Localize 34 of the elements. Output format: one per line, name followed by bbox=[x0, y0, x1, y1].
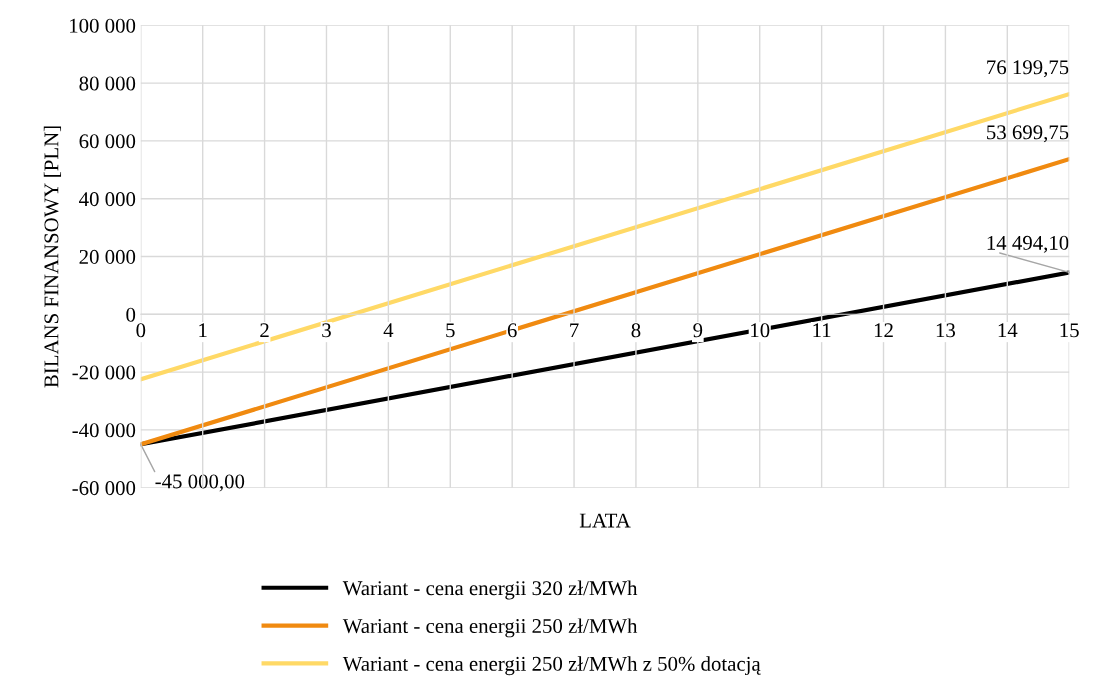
x-tick-label: 2 bbox=[260, 323, 269, 338]
x-tick-label: 8 bbox=[631, 323, 641, 338]
y-tick-label: 20 000 bbox=[79, 249, 136, 264]
x-tick-label: 13 bbox=[936, 323, 956, 338]
legend-label: Wariant - cena energii 320 zł/MWh bbox=[342, 580, 638, 600]
x-tick-label: 9 bbox=[693, 323, 703, 338]
y-tick-label: 60 000 bbox=[79, 134, 136, 149]
x-tick-label: 10 bbox=[751, 323, 770, 338]
x-tick-label: 12 bbox=[874, 323, 893, 338]
y-tick-label: -20 000 bbox=[72, 365, 136, 380]
y-tick-label: 100 000 bbox=[70, 18, 136, 33]
y-tick-label: 40 000 bbox=[79, 192, 136, 207]
x-tick-label: 6 bbox=[507, 323, 517, 338]
y-axis-title: BILANS FINANSOWY [PLN] bbox=[43, 126, 62, 388]
x-tick-label: 1 bbox=[199, 323, 207, 338]
legend-label: Wariant - cena energii 250 zł/MWh z 50% dotacją bbox=[342, 656, 761, 676]
x-tick-label: 4 bbox=[383, 323, 394, 338]
x-tick-label: 5 bbox=[446, 323, 455, 338]
x-tick-label: 7 bbox=[570, 323, 579, 338]
y-tick-label: 0 bbox=[126, 307, 136, 322]
y-tick-label: -40 000 bbox=[72, 423, 136, 438]
x-axis-title: LATA bbox=[579, 513, 631, 528]
data-label: 76 199,75 bbox=[987, 60, 1069, 78]
data-label: 14 494,10 bbox=[987, 235, 1069, 253]
x-tick-label: 14 bbox=[998, 323, 1018, 338]
x-tick-label: 0 bbox=[136, 323, 146, 338]
x-tick-label: 11 bbox=[813, 323, 831, 338]
data-label: 53 699,75 bbox=[987, 125, 1069, 143]
x-tick-label: 3 bbox=[322, 323, 331, 338]
legend-label: Wariant - cena energii 250 zł/MWh bbox=[342, 618, 638, 638]
data-label: -45 000,00 bbox=[155, 474, 245, 492]
x-tick-label: 15 bbox=[1060, 323, 1079, 338]
y-tick-label: -60 000 bbox=[72, 481, 136, 496]
y-tick-label: 80 000 bbox=[79, 76, 136, 91]
